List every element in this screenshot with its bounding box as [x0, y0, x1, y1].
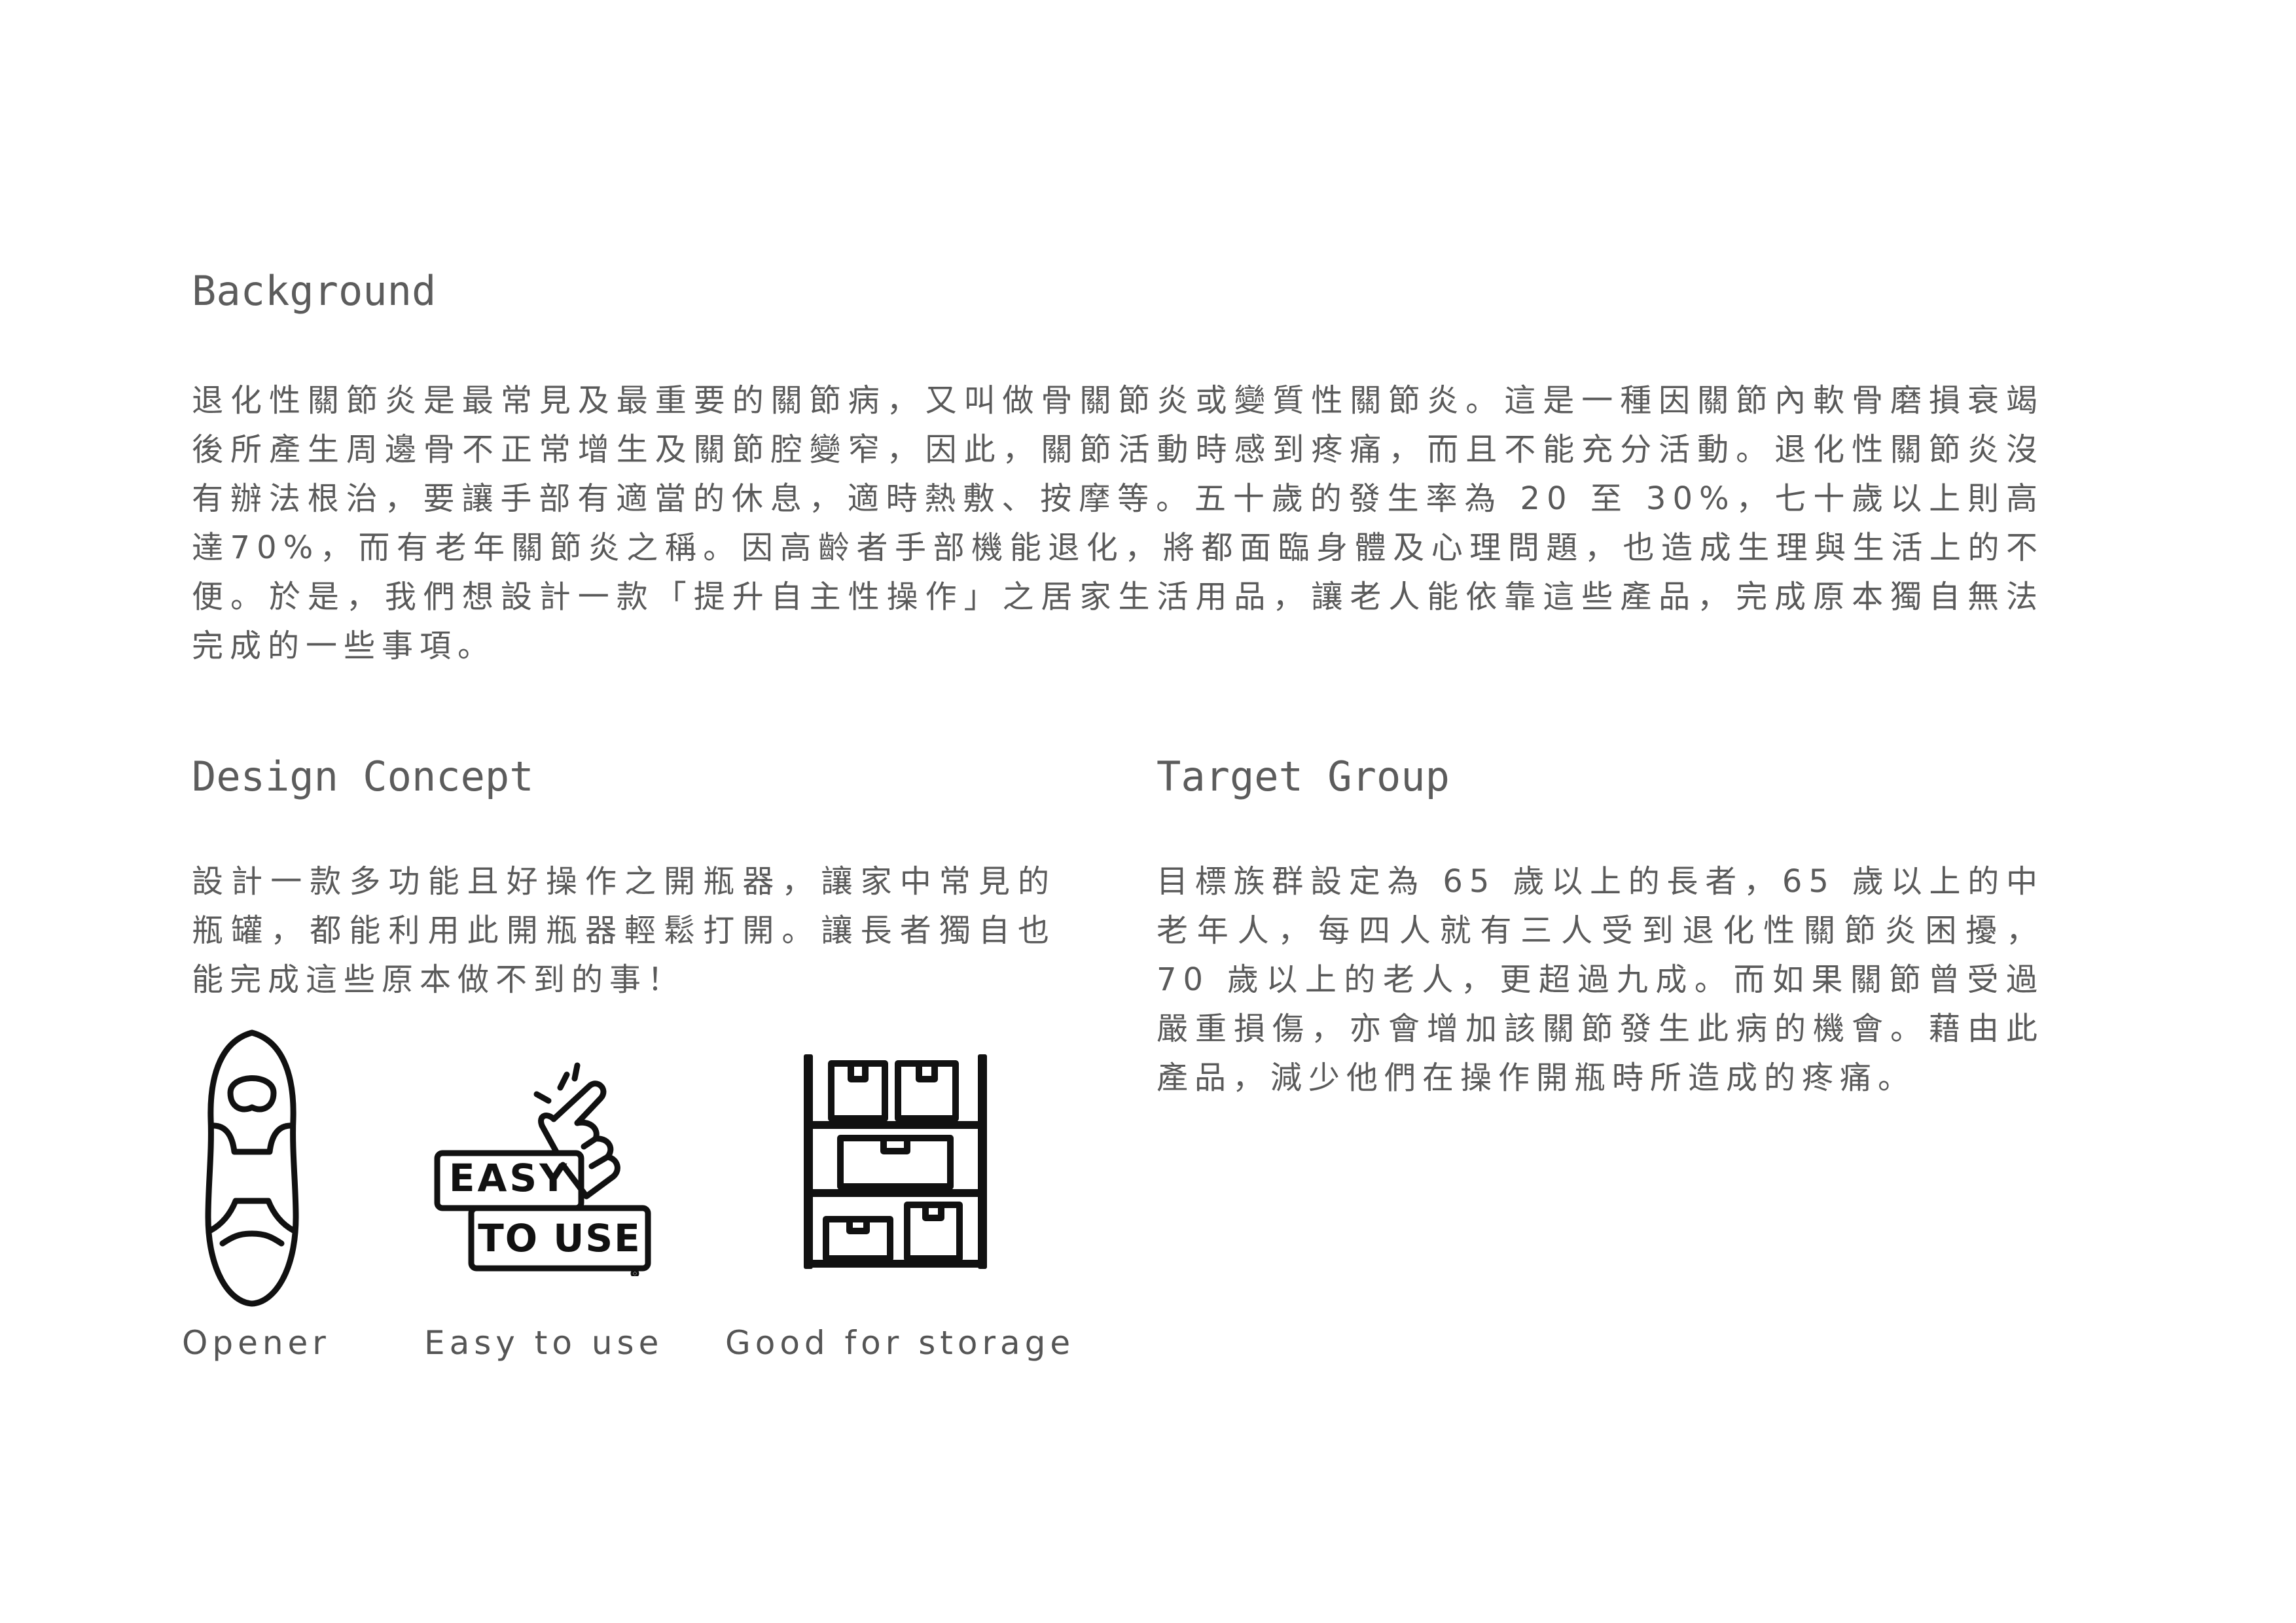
background-heading: Background [192, 267, 437, 315]
bottle-opener-icon [196, 1027, 308, 1309]
feature-label-easy-to-use: Easy to use [424, 1324, 664, 1362]
design-concept-heading: Design Concept [192, 753, 534, 800]
easy-badge-text: EASY [449, 1156, 569, 1200]
to-use-badge-text: TO USE [478, 1216, 641, 1260]
target-group-heading: Target Group [1157, 753, 1450, 800]
feature-label-opener: Opener [182, 1324, 331, 1362]
easy-to-use-icon: EASY TO USE [432, 1060, 655, 1278]
feature-label-good-for-storage: Good for storage [725, 1324, 1075, 1362]
design-concept-paragraph: 設計一款多功能且好操作之開瓶器，讓家中常見的瓶罐，都能利用此開瓶器輕鬆打開。讓長… [192, 863, 1056, 998]
background-paragraph: 退化性關節炎是最常見及最重要的關節病，又叫做骨關節炎或變質性關節炎。這是一種因關… [192, 382, 2044, 664]
target-group-paragraph: 目標族群設定為 65 歲以上的長者，65 歲以上的中老年人，每四人就有三人受到退… [1157, 863, 2044, 1096]
storage-shelf-icon [800, 1050, 991, 1273]
